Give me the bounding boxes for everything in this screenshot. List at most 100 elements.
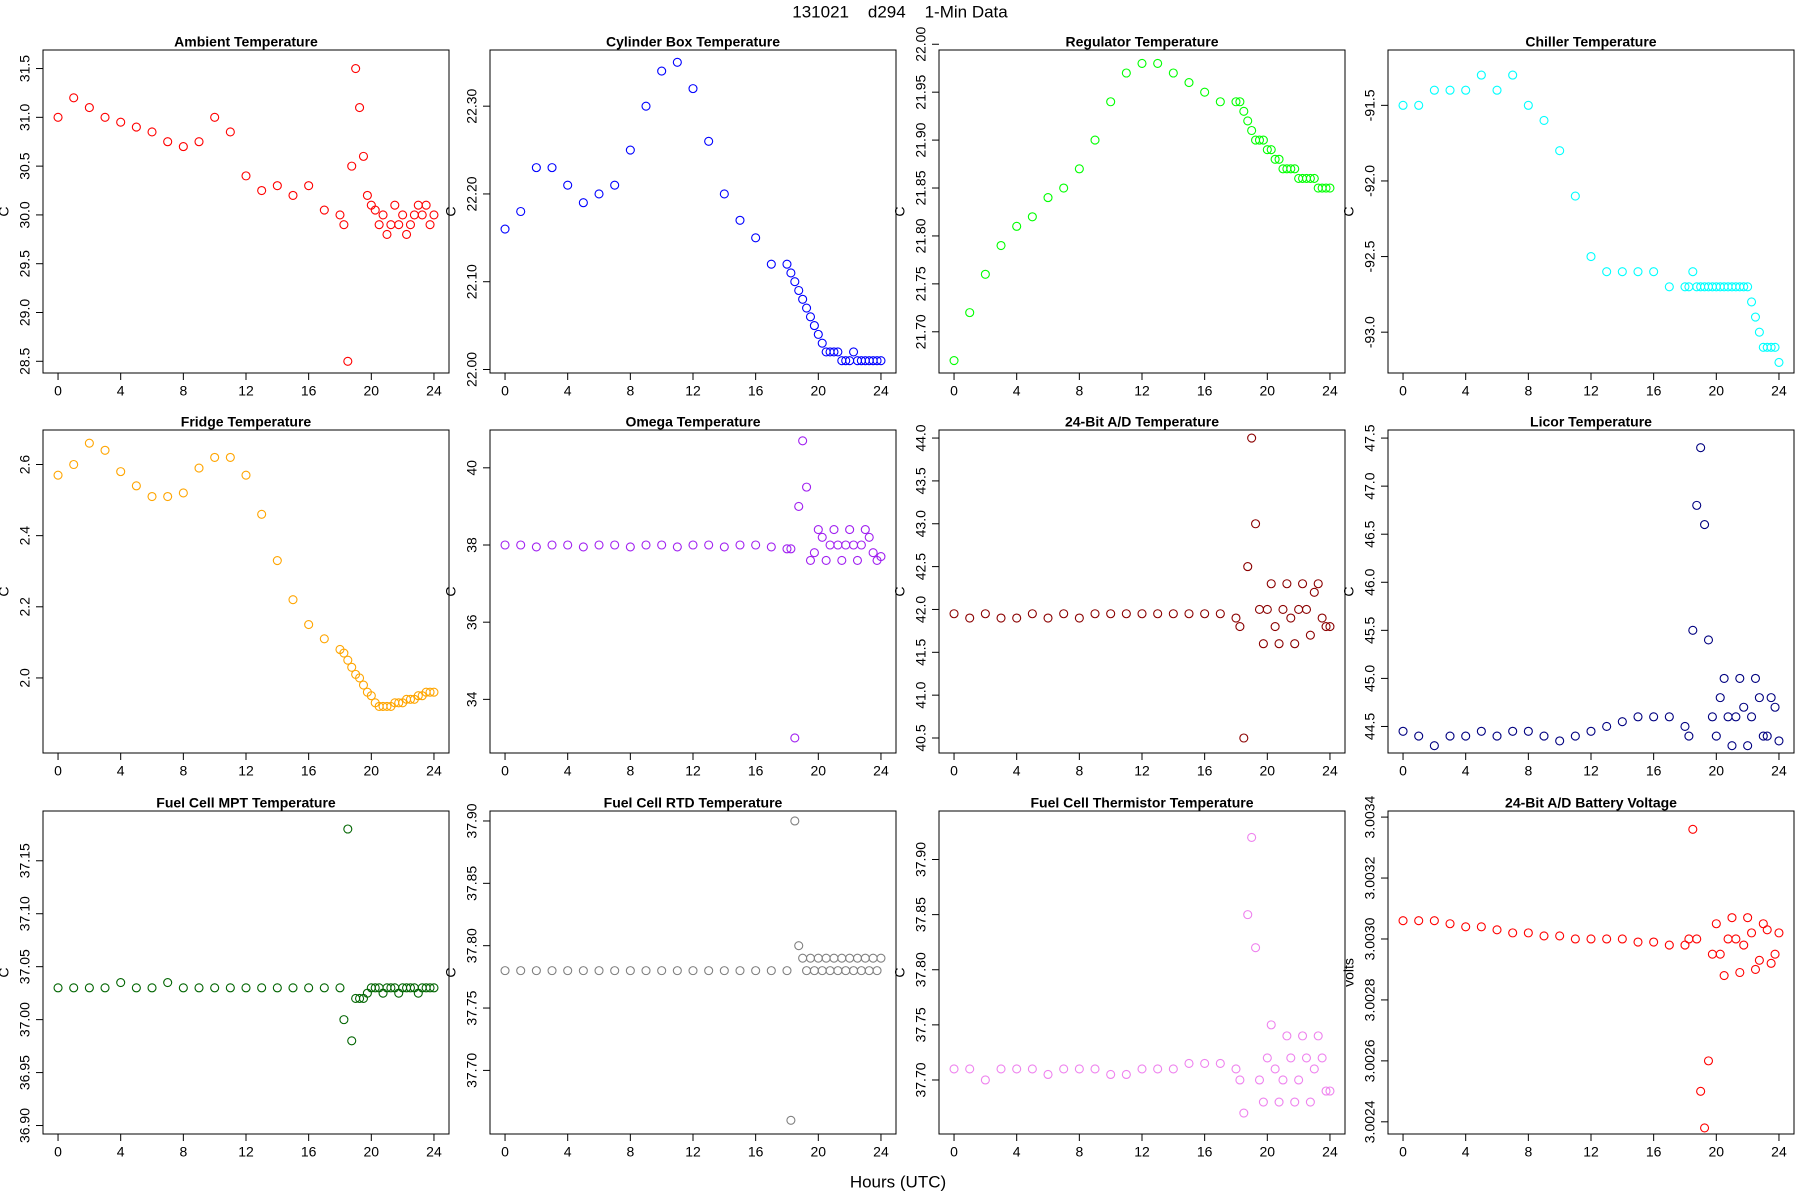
y-tick-label: 21.90	[913, 122, 929, 157]
y-tick-label: 30.0	[17, 201, 33, 228]
data-point	[516, 540, 526, 550]
data-point	[394, 220, 404, 230]
data-point	[1059, 1064, 1069, 1074]
data-point	[1555, 931, 1565, 941]
data-point	[531, 542, 541, 552]
y-tick-label: 37.05	[17, 949, 33, 984]
data-point	[1059, 609, 1069, 619]
y-tick-label: 22.00	[913, 27, 929, 62]
data-point	[805, 953, 816, 963]
data-point	[351, 63, 361, 74]
data-point	[1153, 58, 1163, 68]
data-point	[241, 470, 251, 480]
data-point	[1027, 609, 1037, 619]
data-point	[1476, 922, 1486, 932]
data-point	[719, 189, 729, 199]
data-point	[257, 509, 267, 519]
data-point	[1121, 68, 1131, 78]
y-tick-label: 45.0	[1362, 665, 1378, 692]
data-point	[358, 680, 369, 690]
data-point	[413, 200, 423, 210]
panel-title: Regulator Temperature	[1066, 34, 1219, 50]
data-point	[304, 620, 314, 630]
x-tick-label: 20	[1709, 1144, 1725, 1160]
data-point	[210, 983, 220, 993]
panel: Fuel Cell Thermistor Temperature C 0 4 8 12 16…	[892, 795, 1346, 1160]
data-point	[876, 552, 886, 562]
data-point	[1633, 267, 1643, 277]
x-tick-label: 12	[1583, 383, 1599, 399]
x-tick-label: 20	[364, 383, 380, 399]
data-point	[1290, 639, 1300, 649]
y-axis-label: C	[1341, 206, 1357, 216]
data-point	[1298, 579, 1308, 589]
x-tick-label: 4	[564, 383, 572, 399]
data-point	[362, 988, 372, 998]
data-point	[1074, 1064, 1084, 1074]
data-point	[100, 445, 110, 455]
data-point	[1692, 934, 1702, 944]
x-tick-label: 0	[54, 763, 62, 779]
data-point	[116, 978, 126, 988]
data-point	[817, 966, 827, 976]
data-point	[965, 1064, 975, 1074]
data-point	[790, 277, 800, 287]
data-point	[1325, 622, 1335, 632]
data-point	[1727, 741, 1737, 751]
y-tick-label: 2.2	[17, 597, 33, 617]
data-point	[355, 993, 365, 1003]
x-tick-label: 24	[1322, 1144, 1338, 1160]
data-point	[1476, 726, 1486, 736]
x-tick-label: 8	[1524, 1144, 1532, 1160]
x-tick-label: 8	[626, 383, 634, 399]
data-point	[288, 595, 298, 605]
data-point	[339, 648, 349, 658]
data-point	[790, 733, 800, 743]
data-point	[1586, 726, 1596, 736]
x-tick-label: 0	[1399, 763, 1407, 779]
plot-frame	[42, 429, 450, 754]
data-point	[1617, 934, 1627, 944]
data-point	[1754, 327, 1764, 337]
data-point	[1664, 712, 1674, 722]
y-tick-label: 3.0026	[1362, 1039, 1378, 1082]
y-tick-label: 22.10	[464, 264, 480, 299]
data-point	[1231, 97, 1241, 107]
y-tick-label: 2.0	[17, 668, 33, 688]
data-point	[1750, 673, 1761, 683]
data-point	[1309, 587, 1319, 597]
data-point	[343, 356, 353, 366]
data-point	[382, 701, 392, 711]
data-point	[641, 540, 651, 550]
data-point	[563, 180, 573, 190]
y-tick-label: 22.00	[464, 352, 480, 387]
panel: Cylinder Box Temperature C 0 4 8 12 16 20 24 22.0…	[443, 34, 897, 399]
data-point	[1266, 1020, 1276, 1030]
data-point	[1445, 731, 1455, 741]
data-point	[625, 145, 635, 155]
y-axis-label: C	[892, 206, 908, 216]
data-point	[358, 151, 369, 161]
y-tick-label: 46.0	[1362, 568, 1378, 595]
panel-title: 24-Bit A/D Battery Voltage	[1505, 795, 1677, 811]
data-point	[1739, 282, 1749, 292]
data-point	[241, 171, 251, 181]
data-point	[1282, 1031, 1292, 1041]
data-point	[500, 540, 510, 550]
data-point	[782, 259, 792, 269]
x-tick-label: 16	[1197, 763, 1213, 779]
data-point	[194, 137, 204, 147]
data-point	[1414, 100, 1424, 110]
data-point	[394, 988, 404, 998]
y-tick-label: 3.0032	[1362, 856, 1378, 899]
data-point	[1270, 622, 1280, 632]
data-point	[405, 694, 416, 704]
data-point	[1301, 1053, 1312, 1063]
data-point	[1703, 635, 1714, 645]
data-point	[1723, 934, 1733, 944]
data-point	[849, 966, 859, 976]
data-point	[996, 240, 1006, 251]
data-point	[1649, 937, 1659, 947]
data-point	[1106, 97, 1116, 107]
data-point	[386, 983, 396, 993]
